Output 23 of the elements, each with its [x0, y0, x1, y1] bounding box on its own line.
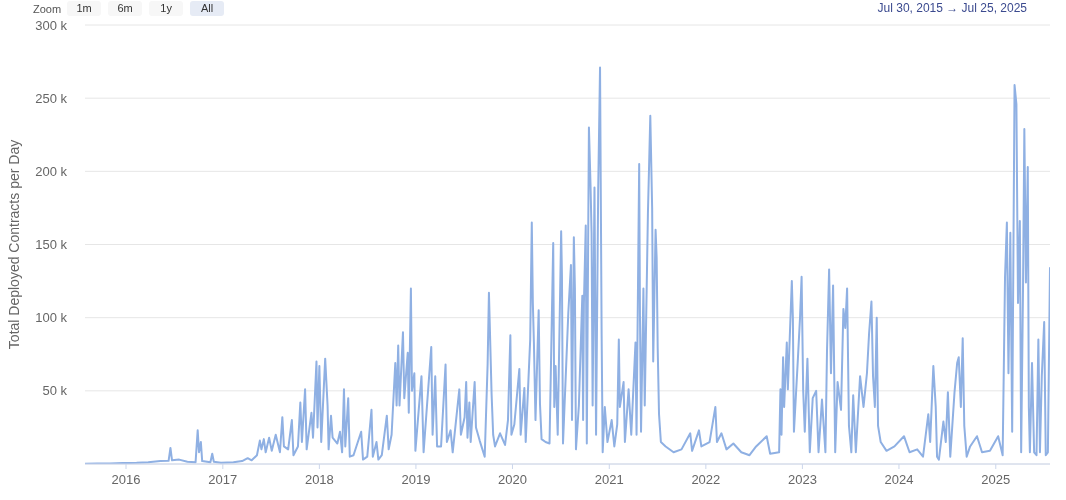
x-tick-label: 2019: [401, 472, 431, 488]
text: Zoom: [33, 2, 62, 15]
text: All: [190, 1, 225, 16]
x-tick-label: 2022: [691, 472, 721, 488]
text: 6m: [108, 1, 143, 16]
x-tick-label: 2021: [594, 472, 624, 488]
y-tick-label: 250 k: [35, 90, 68, 106]
x-tick-label: 2024: [884, 472, 914, 488]
text: Jul 30, 2015 → Jul 25, 2025: [877, 1, 1027, 16]
y-tick-label: 300 k: [35, 17, 68, 33]
x-tick-label: 2023: [787, 472, 817, 488]
x-tick-label: 2025: [981, 472, 1011, 488]
text: 1y: [149, 1, 184, 16]
x-tick-label: 2018: [304, 472, 334, 488]
y-tick-label: 100 k: [35, 310, 68, 326]
x-tick-label: 2020: [498, 472, 527, 488]
y-tick-label: 150 k: [35, 237, 68, 253]
x-tick-label: 2017: [208, 472, 238, 488]
x-tick-label: 2016: [111, 472, 141, 488]
y-tick-label: 200 k: [35, 163, 68, 179]
text: 1m: [67, 1, 102, 16]
y-axis-title: Total Deployed Contracts per Day: [6, 139, 22, 350]
y-tick-label: 50 k: [42, 383, 68, 399]
